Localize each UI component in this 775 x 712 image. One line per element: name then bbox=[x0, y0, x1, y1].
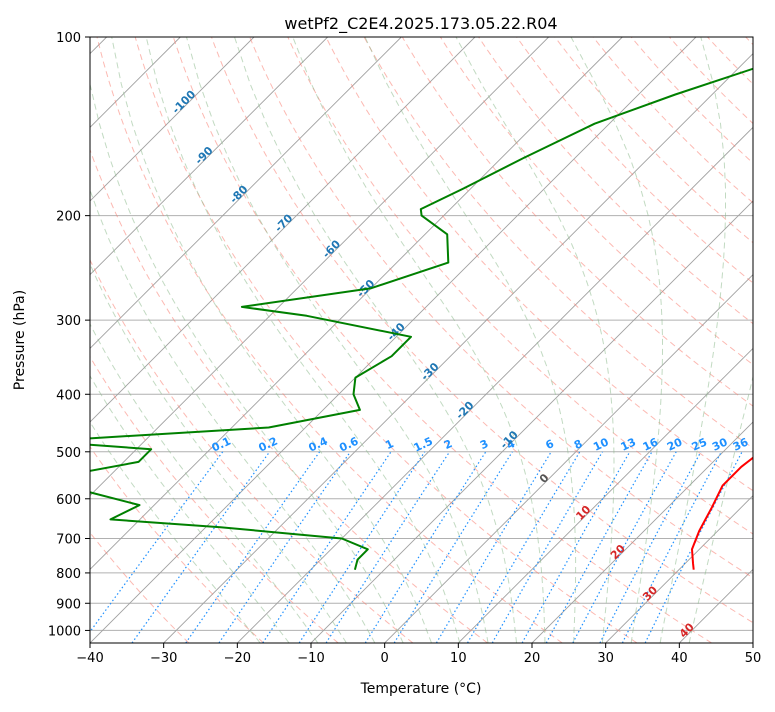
y-tick-label: 400 bbox=[56, 388, 81, 403]
y-tick-label: 100 bbox=[56, 31, 81, 46]
x-tick-label: 20 bbox=[524, 651, 541, 666]
chart-title: wetPf2_C2E4.2025.173.05.22.R04 bbox=[284, 14, 557, 34]
y-tick-label: 1000 bbox=[48, 624, 81, 639]
y-tick-label: 900 bbox=[56, 597, 81, 612]
y-tick-label: 300 bbox=[56, 314, 81, 329]
x-tick-label: 40 bbox=[671, 651, 688, 666]
y-tick-label: 500 bbox=[56, 446, 81, 461]
x-axis-label: Temperature (°C) bbox=[360, 681, 482, 697]
x-tick-label: −30 bbox=[150, 651, 177, 666]
x-tick-label: 30 bbox=[597, 651, 614, 666]
x-tick-label: 0 bbox=[381, 651, 389, 666]
y-tick-label: 700 bbox=[56, 533, 81, 548]
y-tick-label: 600 bbox=[56, 493, 81, 508]
x-tick-label: 50 bbox=[745, 651, 762, 666]
y-tick-label: 800 bbox=[56, 567, 81, 582]
x-tick-label: 10 bbox=[450, 651, 467, 666]
x-tick-label: −40 bbox=[76, 651, 103, 666]
x-tick-label: −10 bbox=[297, 651, 324, 666]
y-tick-label: 200 bbox=[56, 210, 81, 225]
x-tick-label: −20 bbox=[224, 651, 251, 666]
y-axis-label: Pressure (hPa) bbox=[12, 290, 28, 390]
